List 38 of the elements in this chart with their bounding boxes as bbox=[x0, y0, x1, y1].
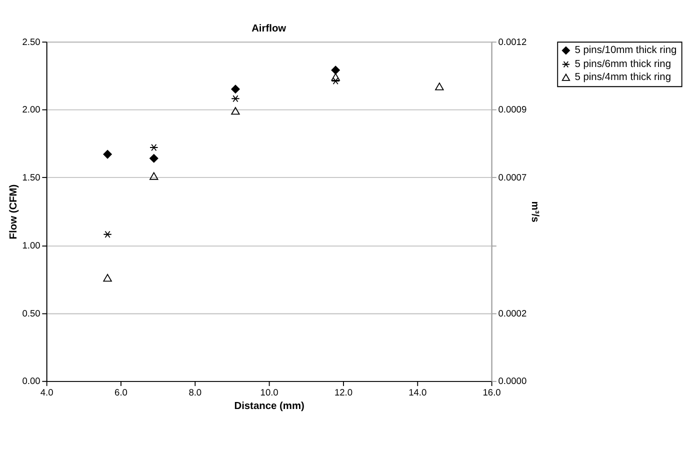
point bbox=[435, 82, 444, 90]
point bbox=[231, 107, 240, 115]
y-axis-title: Flow (CFM) bbox=[8, 184, 20, 240]
point bbox=[150, 144, 158, 152]
legend-label: 5 pins/6mm thick ring bbox=[574, 59, 672, 70]
point bbox=[331, 77, 340, 85]
y2-tick-label: 0.0002 bbox=[498, 308, 527, 318]
x-tick-label: 12.0 bbox=[334, 387, 352, 398]
point bbox=[231, 95, 240, 102]
y-tick-label: 1.50 bbox=[22, 172, 40, 183]
x-tick-label: 10.0 bbox=[260, 387, 278, 398]
x-tick-label: 6.0 bbox=[114, 387, 128, 398]
y-tick-label: 2.00 bbox=[22, 104, 40, 115]
legend-label: 5 pins/4mm thick ring bbox=[574, 72, 672, 84]
point bbox=[150, 172, 158, 180]
point bbox=[231, 84, 240, 94]
y2-tick-label: 0.0000 bbox=[498, 376, 527, 386]
y-tick-label: 1.00 bbox=[22, 240, 40, 250]
y2-tick-label: 0.0007 bbox=[498, 172, 527, 183]
x-tick-label: 4.0 bbox=[40, 387, 54, 398]
point bbox=[331, 66, 340, 74]
chart-title: Airflow bbox=[252, 23, 286, 34]
x-tick-label: 16.0 bbox=[482, 387, 501, 398]
y2-axis-title: m³/s bbox=[529, 201, 540, 223]
x-tick-label: 14.0 bbox=[408, 387, 427, 398]
y-tick-label: 0.50 bbox=[22, 308, 40, 318]
point bbox=[103, 150, 112, 159]
legend-label: 5 pins/10mm thick ring bbox=[574, 45, 678, 56]
point bbox=[103, 274, 112, 282]
point bbox=[331, 73, 340, 81]
y2-tick-label: 0.0009 bbox=[498, 104, 527, 115]
point bbox=[103, 230, 112, 238]
y-tick-label: 0.00 bbox=[22, 376, 40, 386]
y-tick-label: 2.50 bbox=[22, 36, 40, 47]
x-axis-title: Distance (mm) bbox=[234, 401, 304, 412]
point bbox=[150, 154, 158, 163]
x-tick-label: 8.0 bbox=[188, 387, 202, 398]
y2-tick-label: 0.0012 bbox=[498, 36, 527, 47]
